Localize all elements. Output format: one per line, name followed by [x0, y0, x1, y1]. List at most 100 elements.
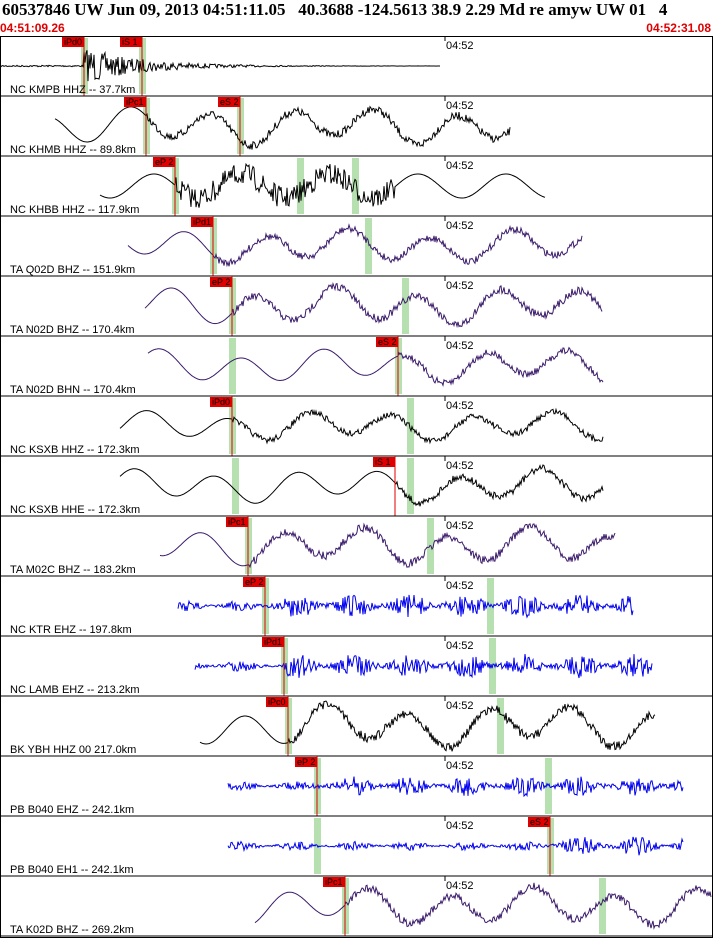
time-tick-label: 04:52 — [446, 880, 474, 892]
waveform-trace — [159, 522, 616, 569]
time-tick-label: 04:52 — [446, 760, 474, 772]
waveform-trace — [227, 836, 684, 856]
trace-row[interactable]: 04:52 iPc1 eS 2 NC KHMB HHZ -- 89.8km — [0, 96, 713, 157]
time-tick-label: 04:52 — [446, 280, 474, 292]
phase-band — [545, 758, 552, 814]
time-tick-label: 04:52 — [446, 460, 474, 472]
pick-marker[interactable] — [210, 397, 232, 407]
time-tick-label: 04:52 — [446, 520, 474, 532]
waveform-trace — [194, 654, 653, 679]
station-label: NC KMPB HHZ -- 37.7km — [10, 84, 135, 96]
pick-marker[interactable] — [376, 337, 398, 347]
time-tick-label: 04:52 — [446, 100, 474, 112]
phase-band — [407, 398, 414, 454]
station-label: TA Q02D BHZ -- 151.9km — [10, 264, 135, 276]
pick-label: iS 1 — [375, 457, 391, 467]
phase-band — [497, 698, 504, 754]
trace-row[interactable]: 04:52 eS 2 PB B040 EH1 -- 242.1km — [0, 816, 713, 877]
pick-label: eP 2 — [245, 577, 263, 587]
pick-marker[interactable] — [153, 157, 175, 167]
waveform-trace — [147, 346, 604, 388]
trace-row[interactable]: 04:52 iPc1 TA K02D BHZ -- 269.2km — [0, 876, 713, 937]
pick-label: iPc1 — [228, 517, 246, 527]
station-label: TA K02D BHZ -- 269.2km — [10, 924, 134, 936]
pick-label: eS 2 — [378, 337, 397, 347]
phase-band — [229, 338, 236, 394]
pick-marker[interactable] — [528, 817, 550, 827]
pick-label: iPd1 — [264, 637, 282, 647]
station-label: PB B040 EHZ -- 242.1km — [10, 804, 134, 816]
station-label: NC KTR EHZ -- 197.8km — [10, 624, 132, 636]
time-tick-label: 04:52 — [446, 580, 474, 592]
waveform-trace — [127, 223, 583, 268]
trace-row[interactable]: 04:52 iS 1 NC KSXB HHE -- 172.3km — [0, 456, 713, 517]
trace-row[interactable]: 04:52 eP 2 PB B040 EHZ -- 242.1km — [0, 756, 713, 817]
phase-band — [407, 458, 414, 514]
time-tick-label: 04:52 — [446, 160, 474, 172]
station-label: TA M02C BHZ -- 183.2km — [10, 564, 136, 576]
phase-band — [232, 458, 239, 514]
station-label: NC KHMB HHZ -- 89.8km — [10, 144, 136, 156]
pick-label: eP 2 — [212, 277, 230, 287]
time-tick-label: 04:52 — [446, 820, 474, 832]
trace-row[interactable]: 04:52 iPc0 BK YBH HHZ 00 217.0km — [0, 696, 713, 757]
pick-label: iPd1 — [193, 217, 211, 227]
phase-band — [402, 278, 409, 334]
start-time-label: 04:51:09.26 — [0, 21, 65, 35]
pick-marker[interactable] — [262, 637, 284, 647]
station-label: NC KHBB HHZ -- 117.9km — [10, 204, 139, 216]
waveform-trace — [254, 882, 712, 930]
seismogram-panel[interactable]: 04:52 iPd0 iS 1 NC KMPB HHZ -- 37.7km 04:52 i… — [0, 36, 713, 938]
phase-band — [352, 158, 359, 214]
pick-marker[interactable] — [373, 457, 395, 467]
pick-marker[interactable] — [210, 277, 232, 287]
pick-marker[interactable] — [120, 37, 142, 47]
pick-label: iPd0 — [212, 397, 230, 407]
time-tick-label: 04:52 — [446, 340, 474, 352]
trace-row[interactable]: 04:52 iPd0 iS 1 NC KMPB HHZ -- 37.7km — [0, 36, 713, 97]
pick-label: iPd0 — [64, 37, 82, 47]
pick-label: eS 2 — [220, 97, 239, 107]
phase-band — [365, 218, 372, 274]
pick-marker[interactable] — [226, 517, 248, 527]
pick-marker[interactable] — [62, 37, 84, 47]
trace-row[interactable]: 04:52 eP 2 NC KTR EHZ -- 197.8km — [0, 576, 713, 637]
pick-label: eS 2 — [530, 817, 549, 827]
trace-row[interactable]: 04:52 iPd0 NC KSXB HHZ -- 172.3km — [0, 396, 713, 457]
pick-marker[interactable] — [266, 697, 288, 707]
pick-marker[interactable] — [124, 97, 146, 107]
waveform-trace — [144, 282, 603, 329]
station-label: NC KSXB HHE -- 172.3km — [10, 504, 140, 516]
phase-band — [599, 878, 606, 934]
trace-row[interactable]: 04:52 iPd1 NC LAMB EHZ -- 213.2km — [0, 636, 713, 697]
event-title: 60537846 UW Jun 09, 2013 04:51:11.05 40.… — [2, 0, 668, 19]
pick-marker[interactable] — [218, 97, 240, 107]
waveform-trace — [0, 50, 440, 82]
station-label: TA N02D BHN -- 170.4km — [10, 384, 136, 396]
pick-label: iPc1 — [325, 877, 343, 887]
time-tick-label: 04:52 — [446, 640, 474, 652]
waveform-trace — [119, 464, 604, 507]
time-tick-label: 04:52 — [446, 700, 474, 712]
waveform-trace — [177, 594, 634, 619]
pick-label: iPc1 — [126, 97, 144, 107]
pick-marker[interactable] — [295, 757, 317, 767]
trace-row[interactable]: 04:52 iPc1 TA M02C BHZ -- 183.2km — [0, 516, 713, 577]
end-time-label: 04:52:31.08 — [646, 21, 711, 35]
time-tick-label: 04:52 — [446, 400, 474, 412]
trace-row[interactable]: 04:52 eS 2 TA N02D BHN -- 170.4km — [0, 336, 713, 397]
pick-marker[interactable] — [323, 877, 345, 887]
time-tick-label: 04:52 — [446, 220, 474, 232]
trace-row[interactable]: 04:52 iPd1 TA Q02D BHZ -- 151.9km — [0, 216, 713, 277]
station-label: TA N02D BHZ -- 170.4km — [10, 324, 135, 336]
trace-row[interactable]: 04:52 eP 2 TA N02D BHZ -- 170.4km — [0, 276, 713, 337]
pick-marker[interactable] — [243, 577, 265, 587]
pick-marker[interactable] — [191, 217, 213, 227]
trace-row[interactable]: 04:52 eP 2 NC KHBB HHZ -- 117.9km — [0, 156, 713, 217]
pick-label: iPc0 — [268, 697, 286, 707]
pick-label: iS 1 — [122, 37, 138, 47]
station-label: BK YBH HHZ 00 217.0km — [10, 744, 136, 756]
waveform-trace — [119, 407, 604, 445]
station-label: NC KSXB HHZ -- 172.3km — [10, 444, 140, 456]
waveform-trace — [227, 776, 684, 798]
